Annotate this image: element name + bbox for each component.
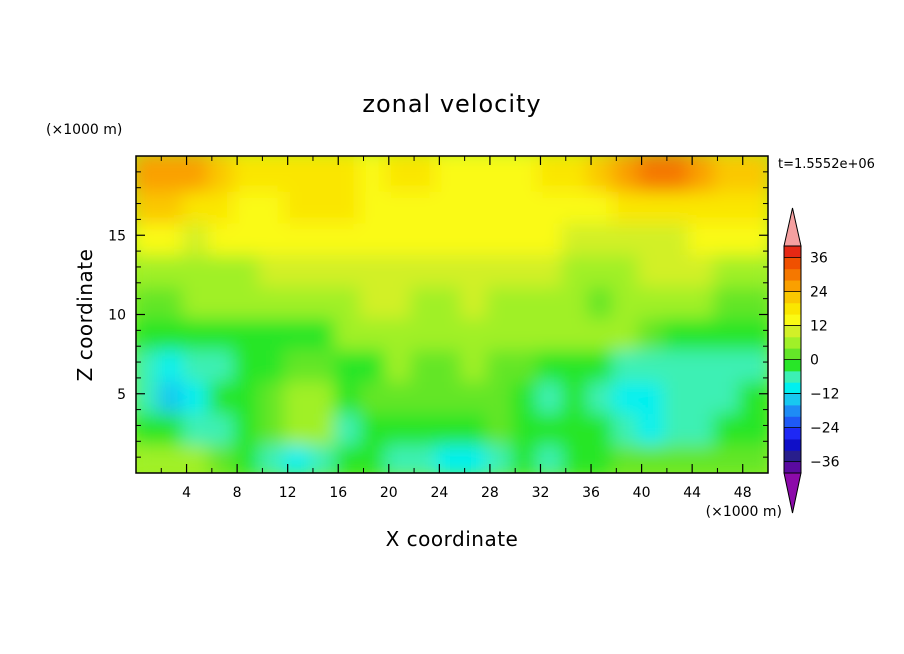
colorbar-swatch [784, 246, 801, 258]
y-tick-label: 10 [108, 308, 126, 324]
colorbar-swatch [784, 416, 801, 429]
x-tick-label: 36 [582, 485, 600, 501]
colorbar-swatch [784, 325, 801, 338]
x-tick-label: 32 [532, 485, 550, 501]
colorbar-swatch [784, 370, 801, 383]
time-stamp-label: t=1.5552e+06 [778, 157, 875, 172]
colorbar-swatch [784, 427, 801, 440]
colorbar-swatch [784, 314, 801, 326]
colorbar-swatch [784, 257, 801, 270]
colorbar-swatch [784, 404, 801, 417]
x-axis-label: X coordinate [386, 527, 519, 551]
x-tick-label: 24 [430, 485, 448, 501]
colorbar: −36 −24 −12 0 12 24 36 [783, 207, 840, 514]
colorbar-swatch [784, 336, 801, 349]
colorbar-swatch [784, 291, 801, 304]
y-tick-label: 5 [117, 387, 126, 403]
colorbar-tick-label: 36 [810, 250, 828, 266]
x-axis-unit: (×1000 m) [706, 504, 782, 520]
colorbar-swatch [784, 382, 801, 395]
heatmap-cell [738, 156, 768, 192]
chart-title: zonal velocity [362, 90, 541, 118]
x-tick-label: 40 [633, 485, 651, 501]
x-tick-label: 20 [380, 485, 398, 501]
colorbar-tick-label: −24 [810, 421, 840, 437]
x-tick-label: 44 [683, 485, 701, 501]
heatmap-field [136, 156, 768, 473]
colorbar-under-arrow [783, 472, 802, 514]
colorbar-tick-label: 24 [810, 284, 828, 300]
y-axis-label: Z coordinate [73, 249, 97, 382]
heatmap-cells [136, 156, 768, 473]
colorbar-tick-label: 0 [810, 353, 819, 369]
colorbar-swatch [784, 302, 801, 315]
colorbar-swatch [784, 348, 801, 360]
x-tick-label: 12 [279, 485, 297, 501]
colorbar-swatch [784, 280, 801, 292]
colorbar-over-arrow [783, 207, 802, 247]
x-axis-ticks: 4 8 12 16 20 24 28 32 36 40 44 48 [160, 156, 752, 501]
colorbar-swatch [784, 450, 801, 463]
y-axis-unit: (×1000 m) [46, 122, 122, 138]
colorbar-swatch [784, 359, 801, 372]
colorbar-tick-label: −12 [810, 387, 840, 403]
x-tick-label: 16 [329, 485, 347, 501]
colorbar-tick-label: −36 [810, 455, 840, 471]
x-tick-label: 4 [182, 485, 191, 501]
colorbar-swatch [784, 461, 801, 474]
x-tick-label: 48 [734, 485, 752, 501]
y-tick-label: 15 [108, 228, 126, 244]
y-axis-ticks: 5 10 15 [108, 171, 768, 458]
colorbar-tick-label: 12 [810, 318, 828, 334]
colorbar-swatch [784, 438, 801, 451]
x-tick-label: 8 [233, 485, 242, 501]
x-tick-label: 28 [481, 485, 499, 501]
colorbar-swatch [784, 393, 801, 406]
colorbar-swatch [784, 268, 801, 281]
